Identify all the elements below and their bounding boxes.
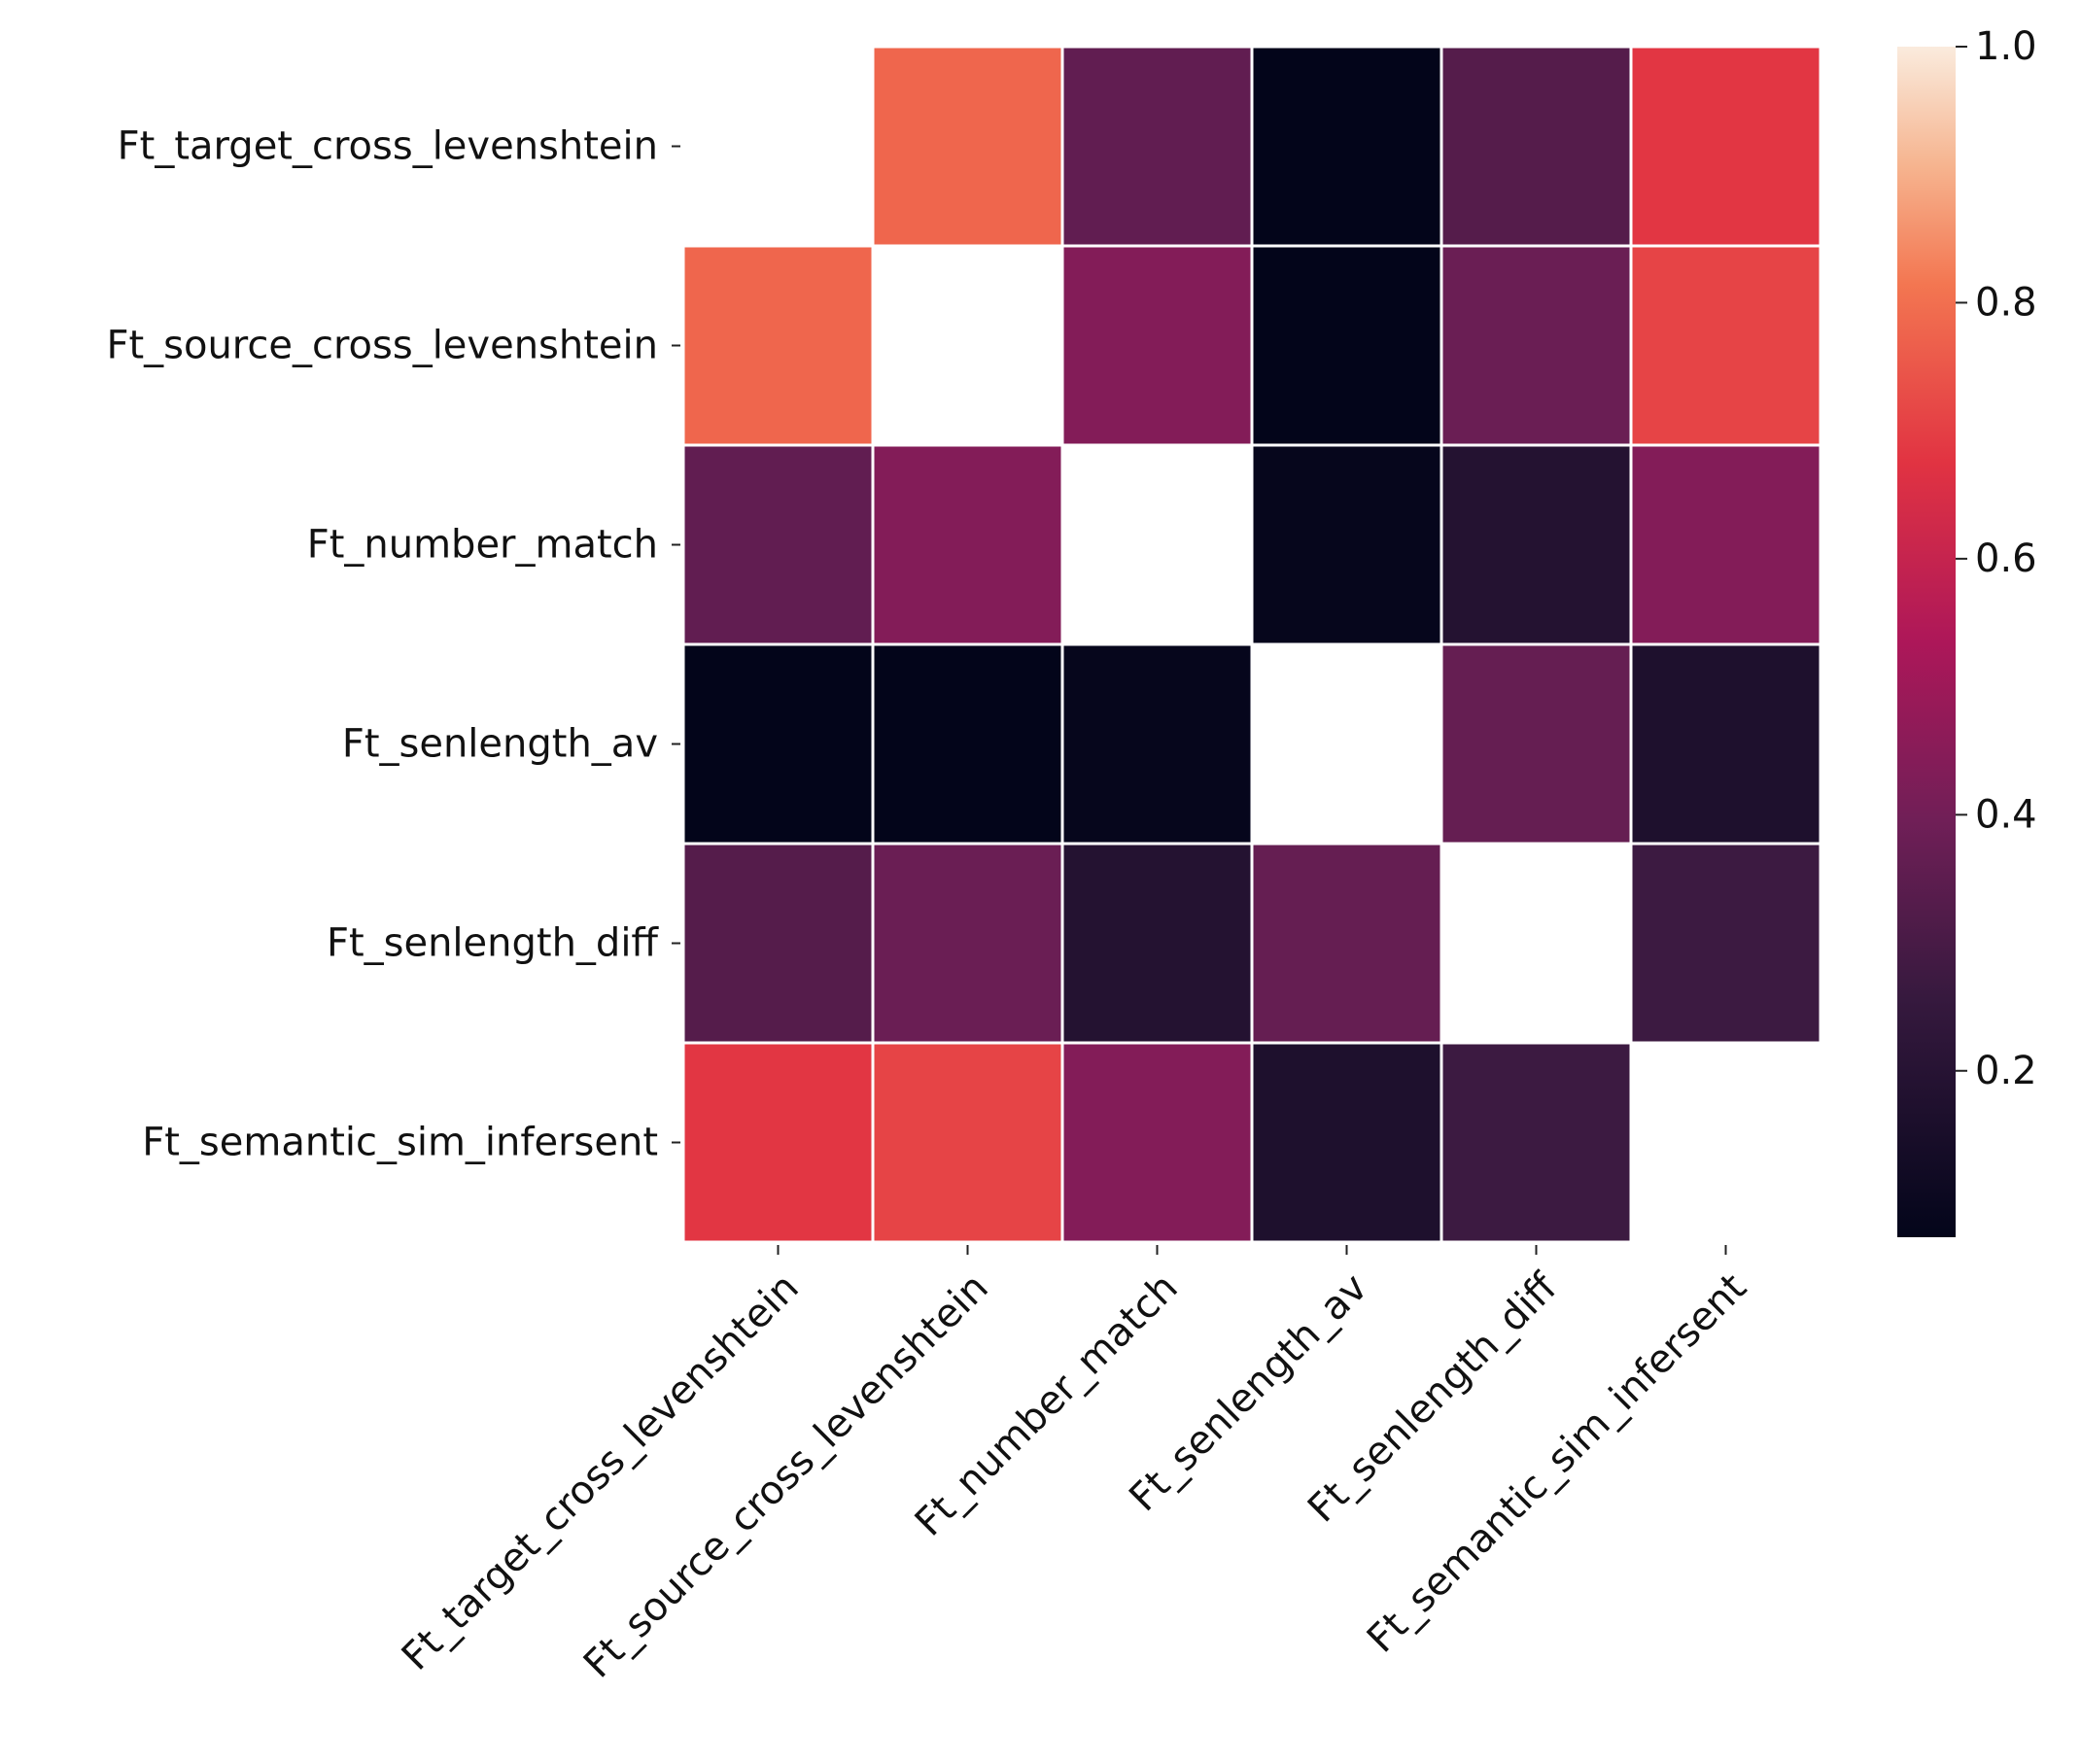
colorbar-tick-label: 0.4 (1975, 792, 2037, 837)
heatmap-cell (1632, 645, 1820, 843)
heatmap-cell (1063, 1044, 1251, 1241)
heatmap-cell (1632, 845, 1820, 1042)
heatmap-cell (1253, 48, 1440, 245)
row-labels: Ft_target_cross_levenshtein Ft_source_cro… (106, 124, 680, 1165)
heatmap-cell (1442, 645, 1630, 843)
colorbar-tick-label: 0.6 (1975, 536, 2037, 581)
heatmap-cell (684, 845, 872, 1042)
heatmap-cell (1253, 446, 1440, 643)
heatmap-cell (874, 845, 1061, 1042)
row-label: Ft_senlength_av (342, 722, 658, 767)
column-label: Ft_target_cross_levenshtein (394, 1265, 808, 1679)
heatmap-cell (684, 446, 872, 643)
colorbar-tick-label: 0.8 (1975, 280, 2037, 325)
row-label: Ft_target_cross_levenshtein (118, 124, 658, 169)
heatmap-cell (874, 48, 1061, 245)
row-label: Ft_senlength_diff (327, 921, 659, 966)
colorbar-gradient (1897, 47, 1956, 1237)
column-label: Ft_source_cross_levenshtein (575, 1265, 997, 1687)
heatmap-cell (874, 645, 1061, 843)
heatmap-cell (1063, 247, 1251, 444)
row-label: Ft_source_cross_levenshtein (106, 324, 658, 368)
row-label: Ft_semantic_sim_infersent (142, 1121, 658, 1165)
heatmap-cell (1632, 48, 1820, 245)
heatmap-cell (874, 1044, 1061, 1241)
row-label: Ft_number_match (307, 523, 658, 568)
heatmap-cell (874, 446, 1061, 643)
heatmap-cell (1632, 247, 1820, 444)
heatmap-cell (1253, 247, 1440, 444)
heatmap-cell (1063, 645, 1251, 843)
heatmap-cell (1442, 247, 1630, 444)
heatmap-cell (684, 1044, 872, 1241)
colorbar-tick-label: 1.0 (1975, 24, 2037, 69)
column-labels: Ft_target_cross_levenshteinFt_source_cro… (394, 1245, 1755, 1687)
heatmap-cell (1253, 1044, 1440, 1241)
heatmap-cell (1063, 48, 1251, 245)
heatmap-cell (1063, 845, 1251, 1042)
colorbar-tick-label: 0.2 (1975, 1049, 2037, 1093)
heatmap-cells (684, 48, 1820, 1241)
column-label: Ft_semantic_sim_infersent (1359, 1265, 1755, 1662)
heatmap-cell (1632, 446, 1820, 643)
heatmap-cell (1442, 48, 1630, 245)
heatmap-cell (684, 247, 872, 444)
heatmap-cell (1442, 1044, 1630, 1241)
colorbar: 0.2 0.4 0.6 0.8 1.0 (1897, 24, 2037, 1237)
heatmap-cell (1442, 446, 1630, 643)
heatmap-cell (684, 645, 872, 843)
heatmap-cell (1253, 845, 1440, 1042)
